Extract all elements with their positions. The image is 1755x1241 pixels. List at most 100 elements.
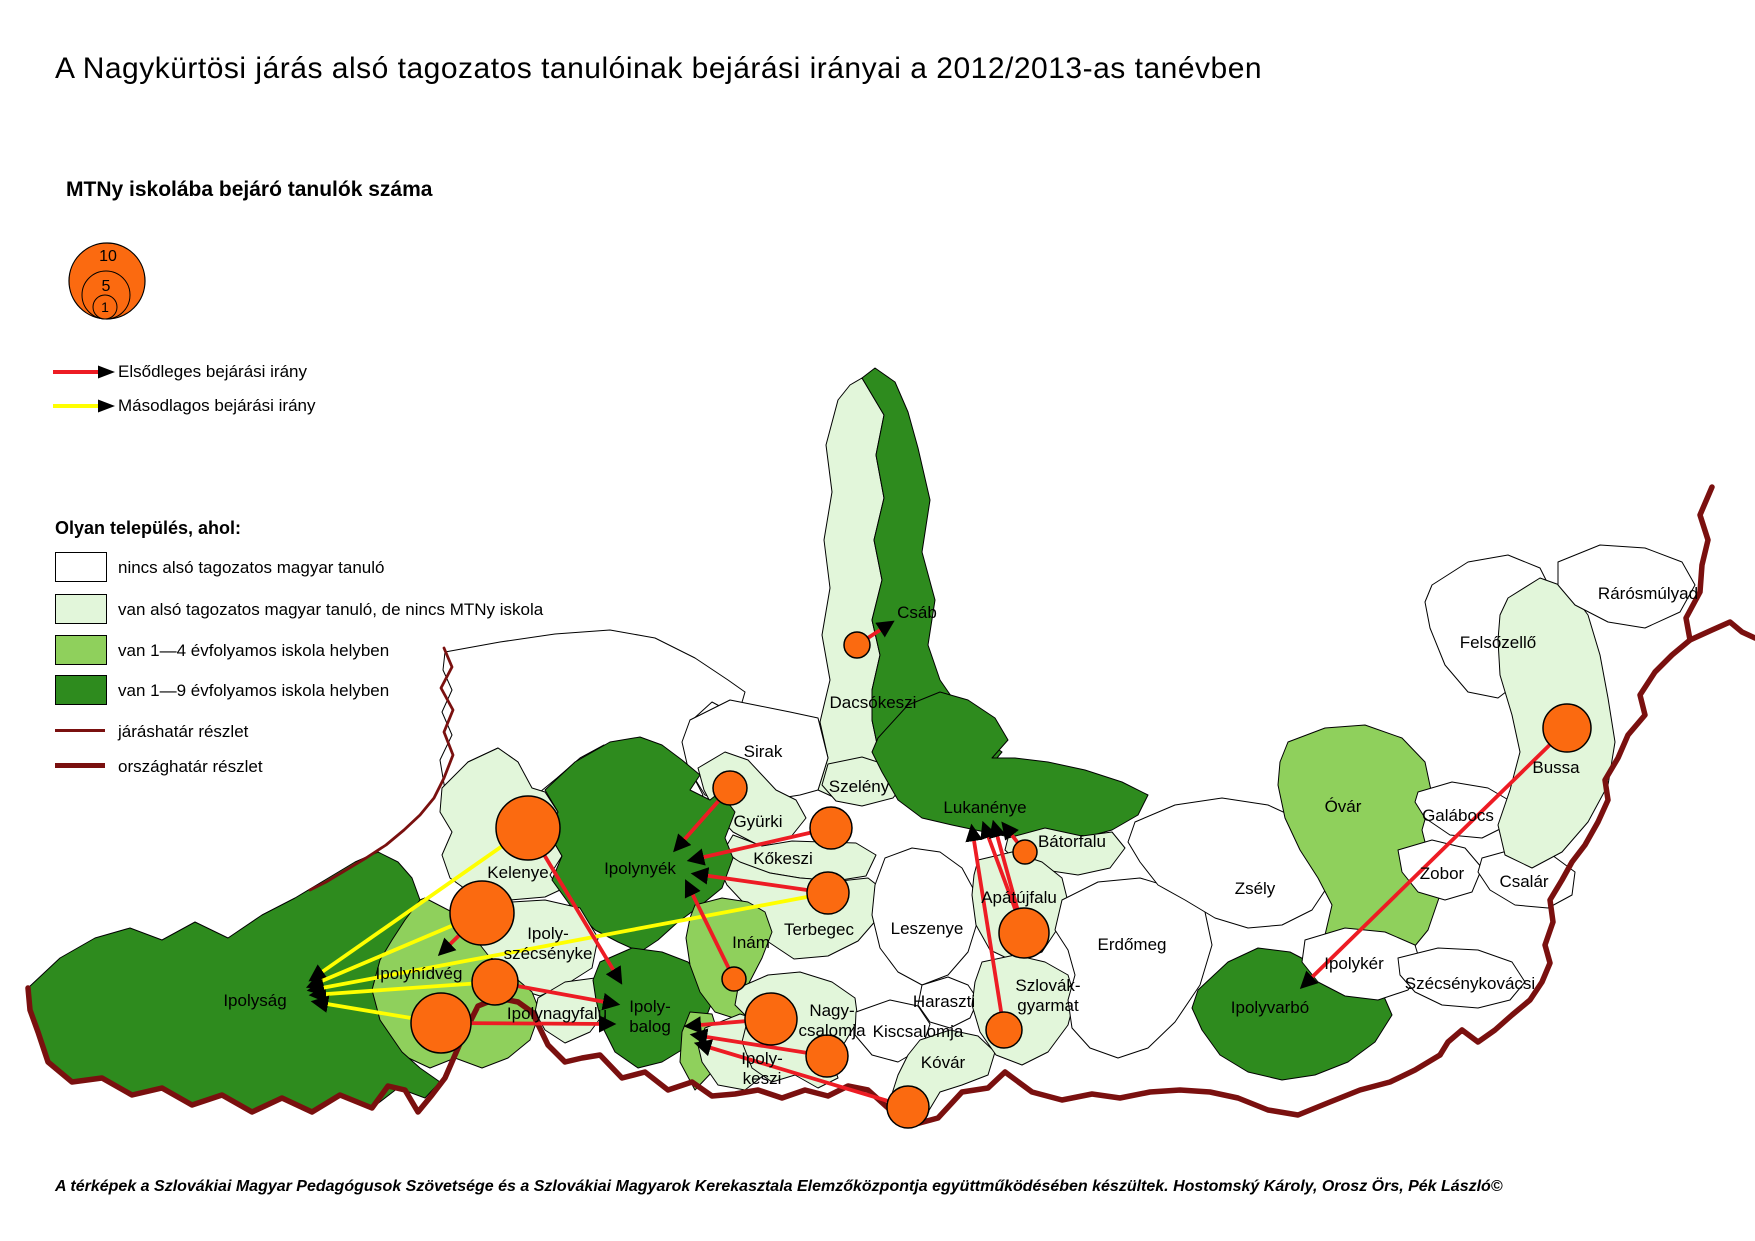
- map-label-zobor: Zobor: [1420, 864, 1465, 883]
- student-count-circle: [410, 992, 472, 1054]
- map-label-ipolykr: Ipolykér: [1324, 954, 1384, 973]
- page-title: A Nagykürtösi járás alsó tagozatos tanul…: [55, 52, 1263, 85]
- secondary-commute-arrow: [308, 826, 530, 982]
- swatch-school-1-4: [55, 635, 107, 665]
- map-label-ipolyszcsnyke: Ipoly-szécsényke: [504, 924, 593, 963]
- region-zsely: [1127, 797, 1333, 929]
- map-label-szlovkgyarmat: Szlovák-gyarmat: [1015, 976, 1080, 1015]
- map-label-ipolynyk: Ipolynyék: [604, 859, 676, 878]
- scale-value-5: 5: [102, 278, 111, 295]
- student-count-circle: [843, 631, 871, 659]
- country-border-line: [1437, 484, 1715, 1058]
- region-lukanenye: [871, 691, 1149, 839]
- student-count-circle: [712, 770, 748, 806]
- student-count-scale-icon: 10 5 1: [68, 242, 146, 320]
- district-border-icon: [55, 729, 105, 732]
- swatch-pupils-no-school: [55, 594, 107, 624]
- map-label-vr: Óvár: [1325, 797, 1362, 816]
- primary-commute-arrow: [689, 1028, 828, 1058]
- map-label-kvr: Kóvár: [921, 1053, 966, 1072]
- district-border-line: [308, 646, 455, 892]
- border-layer: [25, 484, 1755, 1128]
- map-label-csalr: Csalár: [1499, 872, 1548, 891]
- circle-layer: [410, 631, 1592, 1129]
- map-label-ipolykeszi: Ipoly-keszi: [741, 1049, 783, 1088]
- student-count-circle: [998, 907, 1050, 959]
- region-galabocs: [1414, 781, 1513, 839]
- region-leszenye: [871, 847, 979, 986]
- district-border-label: járáshatár részlet: [118, 722, 249, 741]
- map-label-gyrki: Gyürki: [733, 812, 782, 831]
- secondary-commute-arrow: [308, 980, 496, 1003]
- primary-commute-arrow: [690, 867, 829, 895]
- map-label-galbocs: Galábocs: [1422, 806, 1494, 825]
- map-label-zsly: Zsély: [1235, 879, 1276, 898]
- region-szecsenykovacsi: [1397, 947, 1526, 1009]
- map-label-dacskeszi: Dacsókeszi: [830, 693, 917, 712]
- country-border-line: [1687, 619, 1755, 643]
- map-label-csb: Csáb: [897, 603, 937, 622]
- map-label-szelny: Szelény: [829, 777, 890, 796]
- primary-commute-arrow: [693, 1039, 909, 1109]
- country-border-label: országhatár részlet: [118, 757, 263, 776]
- map-label-kelenye: Kelenye: [487, 863, 548, 882]
- primary-commute-arrow: [965, 823, 1006, 1031]
- secondary-arrow-icon: [53, 399, 115, 413]
- region-haraszti: [917, 976, 979, 1029]
- secondary-arrow-label: Másodlagos bejárási irány: [118, 396, 316, 415]
- map-label-leszenye: Leszenye: [891, 919, 964, 938]
- map-label-sirak: Sirak: [744, 742, 783, 761]
- settlement-legend-title: Olyan település, ahol:: [55, 518, 242, 538]
- student-count-circle: [1012, 839, 1038, 865]
- student-count-circle: [805, 1034, 849, 1078]
- swatch-school-1-9: [55, 675, 107, 705]
- country-border-icon: [55, 763, 105, 768]
- map-label-erdmeg: Erdőmeg: [1098, 935, 1167, 954]
- map-label-ipolynagyfalu: Ipolynagyfalu: [507, 1004, 607, 1023]
- swatch-school-1-4-label: van 1—4 évfolyamos iskola helyben: [118, 641, 390, 660]
- student-count-circle: [985, 1011, 1023, 1049]
- map-label-aptjfalu: Apátújfalu: [981, 888, 1057, 907]
- map-label-terbegec: Terbegec: [784, 920, 854, 939]
- student-count-circle: [744, 992, 798, 1046]
- scale-value-1: 1: [101, 299, 109, 315]
- secondary-commute-arrow: [306, 891, 829, 997]
- map-label-inm: Inám: [732, 933, 770, 952]
- region-rarosmulyad: [1557, 544, 1696, 629]
- swatch-school-1-9-label: van 1—9 évfolyamos iskola helyben: [118, 681, 390, 700]
- region-terbegec: [718, 851, 887, 960]
- student-count-circle: [449, 880, 515, 946]
- map-label-szcsnykovcsi: Szécsénykovácsi: [1405, 974, 1535, 993]
- map-label-ipolyhdvg: Ipolyhídvég: [376, 964, 463, 983]
- student-count-circle: [721, 966, 747, 992]
- primary-commute-arrow: [686, 826, 832, 866]
- student-count-circle: [495, 795, 561, 861]
- map-label-rrsmlyad: Rárósmúlyad: [1598, 584, 1698, 603]
- map-label-lukannye: Lukanénye: [943, 798, 1026, 817]
- circle-legend-title: MTNy iskolába bejáró tanulók száma: [66, 178, 433, 201]
- student-count-circle: [809, 806, 853, 850]
- swatch-pupils-no-school-label: van alsó tagozatos magyar tanuló, de nin…: [118, 600, 544, 619]
- scale-value-10: 10: [99, 248, 117, 265]
- map-label-haraszti: Haraszti: [913, 992, 975, 1011]
- map-label-ipolysg: Ipolyság: [223, 991, 286, 1010]
- map-label-bussa: Bussa: [1532, 758, 1580, 777]
- swatch-no-pupils: [55, 552, 107, 582]
- swatch-no-pupils-label: nincs alsó tagozatos magyar tanuló: [118, 558, 385, 577]
- map-label-btorfalu: Bátorfalu: [1038, 832, 1106, 851]
- map-label-ipolyvarb: Ipolyvarbó: [1231, 998, 1309, 1017]
- map-label-felszell: Felsőzellő: [1460, 633, 1537, 652]
- region-erdomeg: [1054, 877, 1213, 1059]
- primary-arrow-label: Elsődleges bejárási irány: [118, 362, 307, 381]
- student-count-circle: [886, 1085, 930, 1129]
- country-border-line: [25, 985, 1443, 1128]
- map-label-nagycsalomja: Nagy-csalomja: [798, 1001, 866, 1040]
- student-count-circle: [806, 871, 850, 915]
- student-count-circle: [1542, 703, 1592, 753]
- credits-footer: A térképek a Szlovákiai Magyar Pedagógus…: [55, 1178, 1503, 1195]
- map-label-kiscsalomja: Kiscsalomja: [873, 1022, 964, 1041]
- map-label-kkeszi: Kőkeszi: [753, 849, 813, 868]
- region-zobor: [1397, 839, 1483, 901]
